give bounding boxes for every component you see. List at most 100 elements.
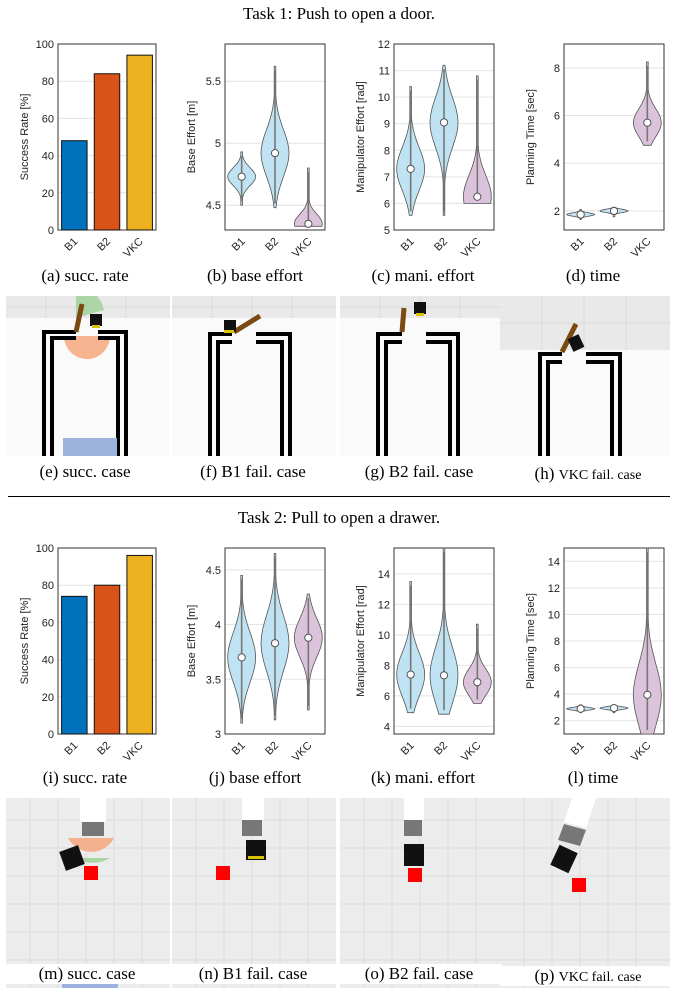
caption-g: (g) B2 fail. case bbox=[364, 462, 474, 481]
x-tick-label: VKC bbox=[121, 740, 146, 765]
y-tick-label: 60 bbox=[42, 617, 54, 629]
median-point-VKC bbox=[643, 118, 652, 127]
plot-frame bbox=[393, 43, 495, 231]
plot-0-2: 5 6 7 8 9 10 11 12 Manipulator Effort [rad] B1 B2 V… bbox=[355, 39, 495, 261]
y-tick-label: 2 bbox=[554, 716, 560, 728]
x-tick-label: VKC bbox=[121, 236, 146, 261]
y-tick-label: 10 bbox=[378, 92, 390, 104]
y-tick-label: 12 bbox=[378, 599, 390, 611]
section-divider bbox=[8, 496, 670, 497]
caption-o: (o) B2 fail. case bbox=[336, 964, 502, 984]
bar-B2 bbox=[93, 73, 121, 231]
panel-n-b1-fail-drawer bbox=[172, 798, 336, 988]
x-tick-label: B1 bbox=[62, 740, 80, 758]
y-tick-label: 8 bbox=[384, 660, 390, 672]
y-tick-label: 0 bbox=[48, 729, 54, 741]
median-point-VKC bbox=[304, 219, 313, 228]
x-tick-label: B2 bbox=[432, 236, 450, 254]
median-point-B2 bbox=[609, 703, 619, 713]
y-tick-label: 40 bbox=[42, 655, 54, 667]
y-tick-label: 100 bbox=[36, 39, 54, 51]
y-tick-label: 5.5 bbox=[206, 76, 221, 88]
median-point-B2 bbox=[439, 118, 449, 127]
median-point-VKC bbox=[473, 678, 482, 687]
caption-h-small: VKC fail. case bbox=[558, 468, 642, 483]
median-point-B1 bbox=[406, 164, 415, 173]
y-tick-label: 11 bbox=[379, 66, 390, 78]
caption-f: (f) B1 fail. case bbox=[200, 462, 306, 481]
y-tick-label: 5 bbox=[384, 225, 390, 237]
x-tick-label: VKC bbox=[629, 236, 654, 261]
y-tick-label: 8 bbox=[554, 63, 560, 75]
median-point-B1 bbox=[576, 704, 585, 713]
y-tick-label: 100 bbox=[36, 543, 54, 555]
y-tick-label: 4.5 bbox=[206, 200, 221, 212]
median-point-B1 bbox=[406, 670, 415, 679]
door-scene-vkc-fail bbox=[500, 296, 670, 456]
drawer-scene-b1-fail bbox=[172, 798, 336, 988]
caption-b: (b) base effort bbox=[207, 266, 303, 285]
y-tick-label: 12 bbox=[548, 583, 560, 595]
plot-frame bbox=[224, 43, 326, 231]
y-tick-label: 2 bbox=[554, 206, 560, 218]
bar-VKC bbox=[126, 554, 153, 735]
bar-B1 bbox=[61, 595, 88, 735]
bar-VKC bbox=[126, 54, 153, 231]
y-axis-label: Manipulator Effort [rad] bbox=[355, 585, 367, 697]
y-tick-label: 8 bbox=[554, 636, 560, 648]
y-tick-label: 20 bbox=[42, 188, 54, 200]
y-tick-label: 4 bbox=[384, 721, 390, 733]
x-tick-label: B1 bbox=[230, 236, 248, 254]
caption-h-label: (h) bbox=[534, 464, 559, 483]
drawer-scene-success bbox=[6, 798, 170, 988]
plot-1-0: 0 20 40 60 80 100 Success Rate [%] B1 B2 VKC bbox=[19, 543, 157, 765]
plot-1-2: 4 6 8 10 12 14 Manipulator Effort [rad] B1 B2 VKC bbox=[355, 547, 495, 764]
x-tick-label: B2 bbox=[95, 740, 113, 758]
plot-0-0: 0 20 40 60 80 100 Success Rate [%] B1 B2 VKC bbox=[19, 39, 157, 261]
median-point-B2 bbox=[270, 149, 280, 158]
y-axis-label: Success Rate [%] bbox=[19, 94, 31, 181]
plot-0-3: 2 4 6 8 Planning Time [sec] B1 B2 VKC bbox=[525, 43, 665, 261]
y-axis-label: Planning Time [sec] bbox=[525, 89, 537, 185]
task1-title: Task 1: Push to open a door. bbox=[243, 4, 435, 23]
door-scene-success bbox=[6, 296, 170, 456]
median-point-B2 bbox=[270, 639, 280, 648]
panel-f-b1-fail-door bbox=[172, 296, 336, 456]
x-tick-label: B2 bbox=[432, 740, 450, 758]
x-tick-label: VKC bbox=[290, 236, 315, 261]
bar-B2 bbox=[93, 584, 121, 735]
plot-frame bbox=[224, 547, 326, 735]
plot-frame bbox=[563, 43, 665, 231]
task2-plots: 0 20 40 60 80 100 Success Rate [%] B1 B2 VKC 3 3.5 4… bbox=[19, 543, 665, 765]
y-tick-label: 5 bbox=[215, 138, 221, 150]
x-tick-label: B2 bbox=[602, 236, 620, 254]
door-scene-b2-fail bbox=[340, 296, 500, 456]
y-tick-label: 6 bbox=[554, 111, 560, 123]
caption-m: (m) succ. case bbox=[4, 964, 170, 984]
y-axis-label: Base Effort [m] bbox=[186, 605, 198, 678]
x-tick-label: B1 bbox=[230, 740, 248, 758]
y-tick-label: 14 bbox=[378, 569, 390, 581]
median-point-B1 bbox=[576, 210, 585, 219]
x-tick-label: B1 bbox=[399, 236, 417, 254]
y-tick-label: 10 bbox=[378, 630, 390, 642]
door-scene-b1-fail bbox=[172, 296, 336, 456]
y-tick-label: 40 bbox=[42, 151, 54, 163]
bar-B1 bbox=[61, 140, 88, 231]
y-axis-label: Manipulator Effort [rad] bbox=[355, 81, 367, 193]
x-tick-label: VKC bbox=[459, 236, 484, 261]
panel-e-success-door bbox=[6, 296, 170, 456]
y-tick-label: 4 bbox=[554, 689, 560, 701]
y-tick-label: 10 bbox=[548, 609, 560, 621]
median-point-VKC bbox=[643, 690, 652, 699]
task2-title: Task 2: Pull to open a drawer. bbox=[237, 508, 441, 527]
caption-p-small: VKC fail. case bbox=[558, 970, 642, 985]
y-tick-label: 8 bbox=[384, 145, 390, 157]
drawer-scene-vkc-fail bbox=[500, 798, 670, 988]
y-axis-label: Success Rate [%] bbox=[19, 598, 31, 685]
y-tick-label: 4 bbox=[215, 620, 221, 632]
caption-n: (n) B1 fail. case bbox=[170, 964, 336, 984]
caption-d: (d) time bbox=[565, 266, 621, 285]
x-tick-label: B1 bbox=[569, 740, 587, 758]
y-axis-label: Planning Time [sec] bbox=[525, 593, 537, 689]
